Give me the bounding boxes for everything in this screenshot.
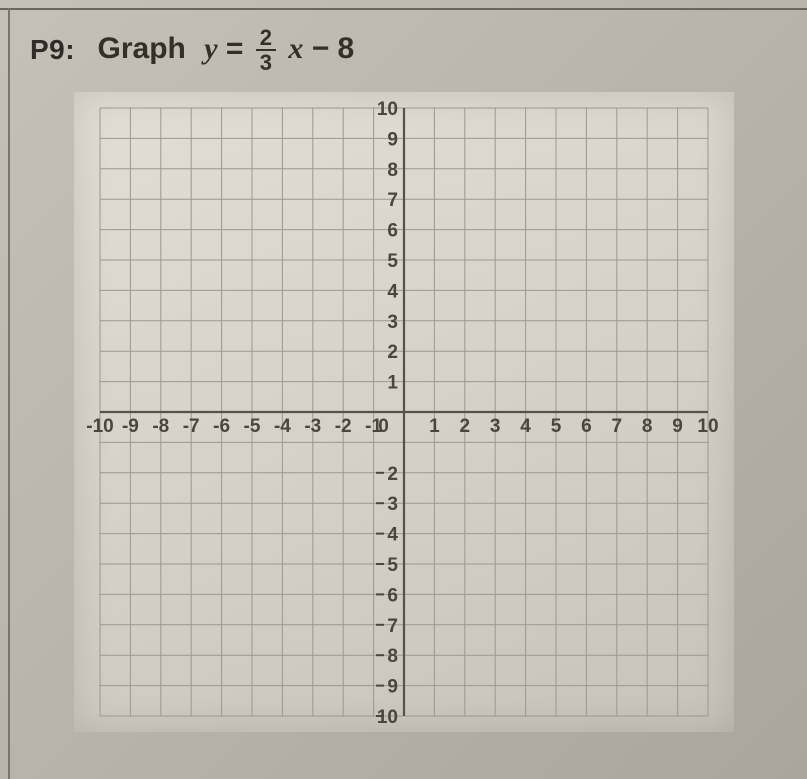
- svg-text:6: 6: [387, 221, 398, 242]
- svg-text:7: 7: [611, 416, 622, 437]
- svg-text:2: 2: [387, 464, 398, 485]
- svg-text:-9: -9: [121, 416, 138, 437]
- svg-text:9: 9: [387, 130, 398, 151]
- left-rule: [8, 8, 10, 779]
- svg-text:6: 6: [387, 586, 398, 607]
- graph-word: Graph: [98, 32, 186, 65]
- svg-text:10: 10: [697, 416, 718, 437]
- svg-text:-5: -5: [243, 416, 260, 437]
- svg-text:1: 1: [429, 416, 440, 437]
- svg-text:-6: -6: [213, 416, 230, 437]
- problem-number: P9:: [30, 34, 75, 66]
- svg-text:5: 5: [550, 416, 561, 437]
- svg-text:4: 4: [387, 525, 398, 546]
- svg-text:8: 8: [387, 160, 398, 181]
- top-rule: [0, 8, 807, 10]
- graph-area: -10-9-8-7-6-5-4-3-2-10123456789101234567…: [74, 92, 734, 732]
- svg-text:0: 0: [378, 416, 389, 437]
- svg-text:2: 2: [387, 342, 398, 363]
- var-y: y: [204, 32, 217, 65]
- equals-sign: =: [226, 32, 252, 65]
- problem-heading: P9: Graph y = 2 3 x − 8: [30, 26, 807, 74]
- svg-text:7: 7: [387, 616, 398, 637]
- svg-text:3: 3: [387, 494, 398, 515]
- fraction-denominator: 3: [256, 49, 276, 74]
- svg-text:-7: -7: [182, 416, 199, 437]
- svg-text:5: 5: [387, 555, 398, 576]
- svg-text:3: 3: [489, 416, 500, 437]
- svg-text:4: 4: [520, 416, 531, 437]
- fraction: 2 3: [256, 26, 276, 74]
- svg-text:-2: -2: [334, 416, 351, 437]
- svg-text:9: 9: [387, 677, 398, 698]
- svg-text:10: 10: [376, 707, 397, 728]
- svg-text:8: 8: [641, 416, 652, 437]
- equation: Graph y = 2 3 x − 8: [98, 26, 355, 74]
- svg-text:10: 10: [376, 99, 397, 120]
- worksheet-page: P9: Graph y = 2 3 x − 8 -10-9-8-7-6-5-4-…: [0, 0, 807, 779]
- svg-text:-3: -3: [304, 416, 321, 437]
- svg-text:3: 3: [387, 312, 398, 333]
- fraction-numerator: 2: [256, 26, 276, 49]
- svg-text:4: 4: [387, 282, 398, 303]
- svg-text:5: 5: [387, 251, 398, 272]
- svg-text:-4: -4: [273, 416, 290, 437]
- var-x: x: [288, 32, 303, 65]
- svg-text:7: 7: [387, 190, 398, 211]
- tail-constant: − 8: [312, 32, 355, 65]
- svg-text:8: 8: [387, 646, 398, 667]
- svg-text:2: 2: [459, 416, 470, 437]
- svg-text:-10: -10: [86, 416, 113, 437]
- svg-text:9: 9: [672, 416, 683, 437]
- svg-text:6: 6: [581, 416, 592, 437]
- coordinate-grid: -10-9-8-7-6-5-4-3-2-10123456789101234567…: [74, 92, 734, 732]
- svg-text:-8: -8: [152, 416, 169, 437]
- svg-text:1: 1: [387, 373, 398, 394]
